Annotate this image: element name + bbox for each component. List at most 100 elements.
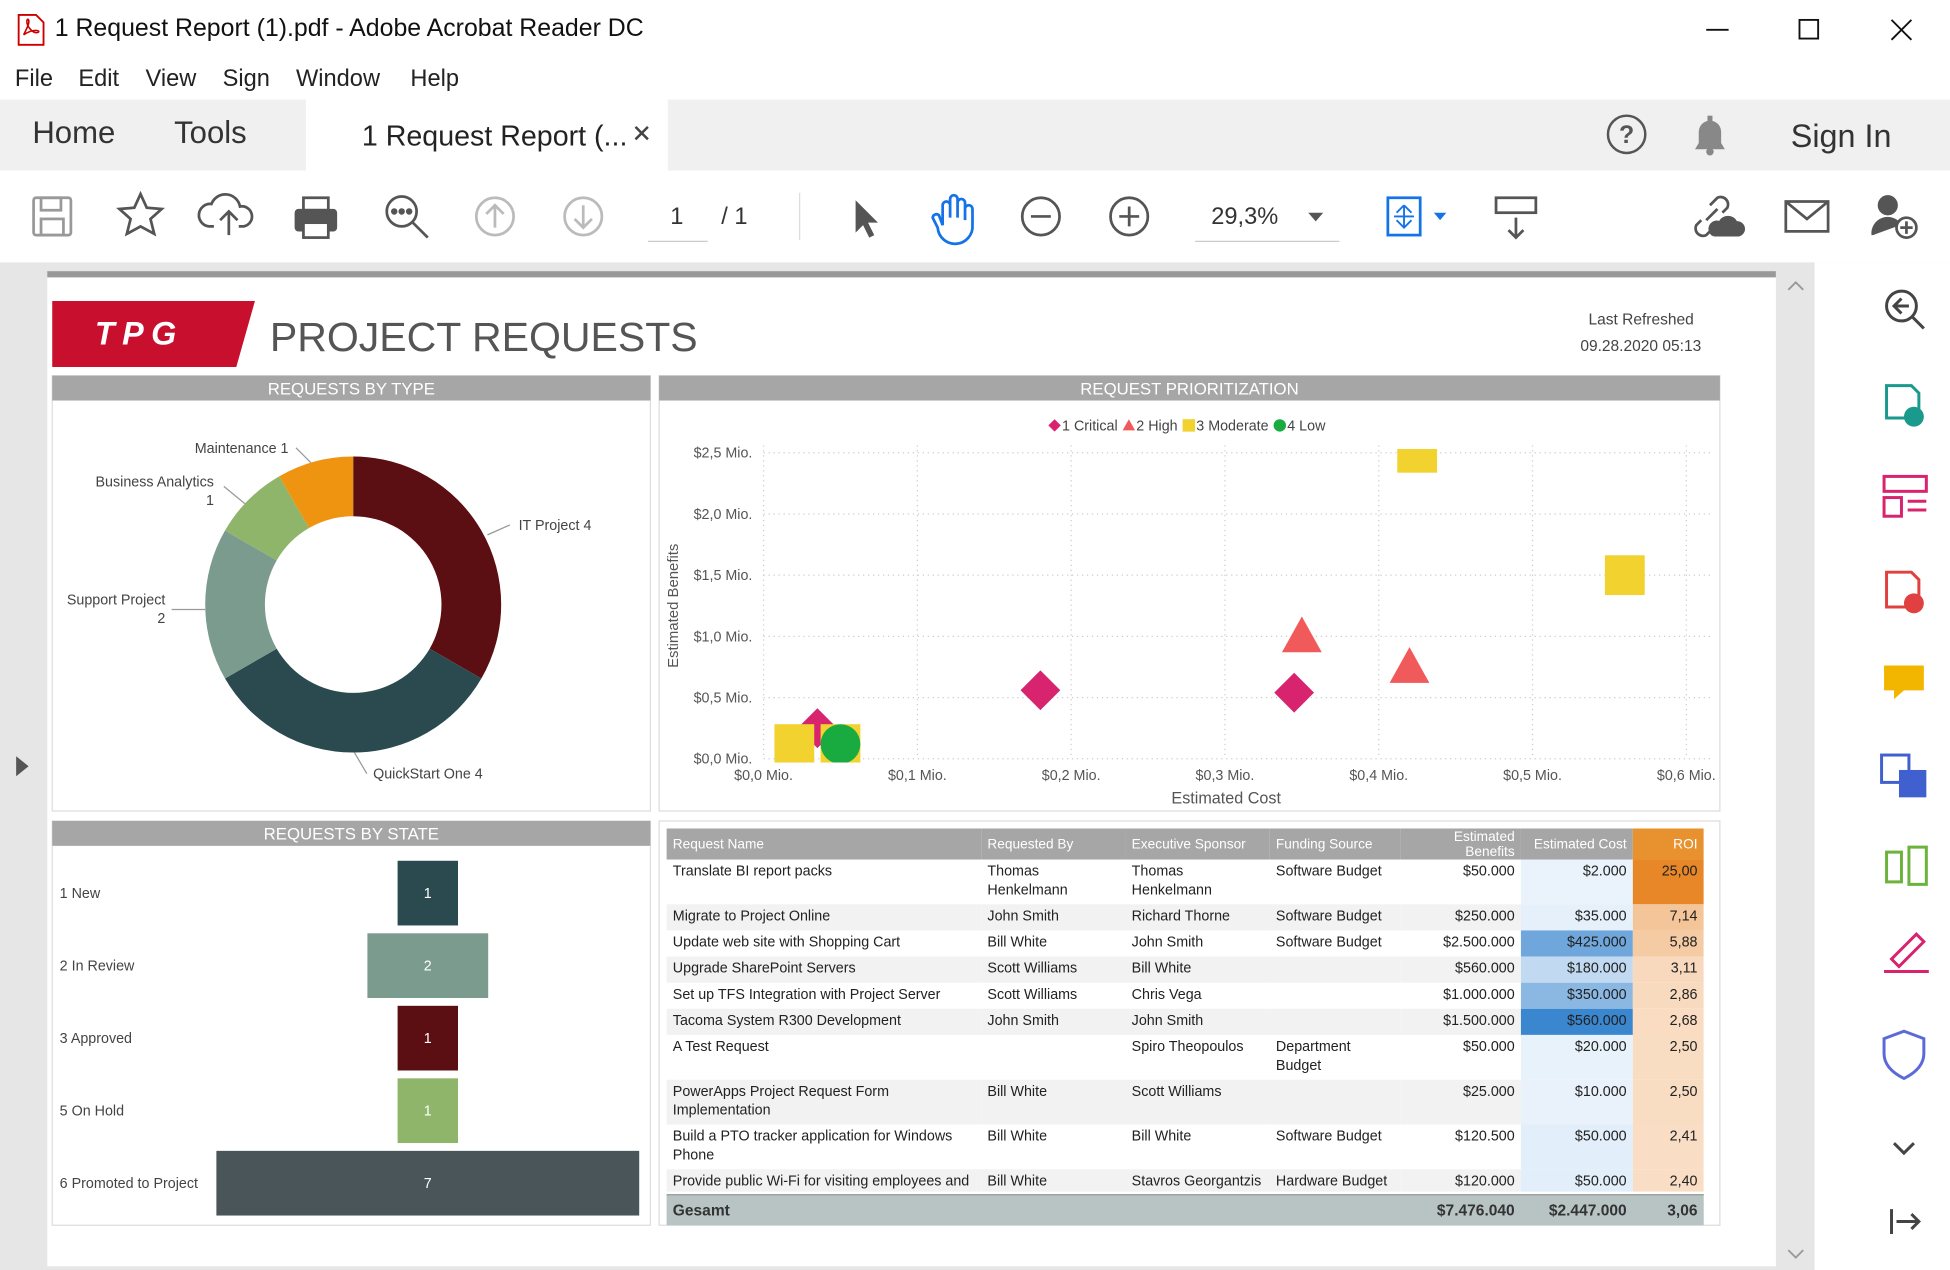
table-cell [1270,983,1401,1009]
table-cell: Department Budget [1275,1039,1351,1074]
toolbar-icons[interactable] [0,170,1950,262]
window-controls[interactable] [1691,10,1940,50]
table-cell: Provide public Wi-Fi for visiting employ… [666,1169,982,1192]
document-tab[interactable]: 1 Request Report (... [305,99,668,172]
table-cell: Software Budget [1269,904,1401,931]
left-panel-toggle[interactable] [12,754,32,779]
table-cell: Bill White [981,1169,1126,1192]
table-cell: Thomas Henkelmann [987,864,1068,899]
table-row: Migrate to Project Online John Smith Richa… [666,904,1704,931]
table-cell: $50.000 [1520,1124,1633,1170]
table-row: Set up TFS Integration with Project Serv… [667,982,1704,1009]
table-cell: $120.500 [1455,1129,1515,1145]
table-cell: 5,88 [1632,930,1704,957]
header-row: Request Name Requested By Executive Sponso… [666,828,1704,860]
table-cell: Stavros Georgantzis [1125,1169,1270,1192]
table-cell: $350.000 [1520,982,1633,1009]
column-header[interactable]: Requested By [981,828,1126,860]
pdf-icon [17,13,45,46]
table-cell: 2,50 [1632,1079,1704,1125]
total-cell: 3,06 [1667,1201,1698,1220]
page-total: / 1 [721,203,748,231]
table-cell: John Smith [981,904,1126,931]
table-cell: PowerApps Project Request Form Implement… [666,1079,982,1125]
table-cell: $180.000 [1520,956,1633,983]
column-header[interactable]: ROI [1632,828,1704,860]
table-cell: Scott Williams [981,956,1126,983]
table-cell [981,1035,1125,1080]
table-cell [1269,1008,1401,1035]
menu-item[interactable]: Window [295,65,381,93]
menu-item[interactable]: View [145,65,197,93]
table-row: Tacoma System R300 Development John Smith… [666,1008,1704,1035]
total-cell: Gesamt [672,1201,730,1220]
table-cell: $50.000 [1462,1039,1515,1055]
title-bar: 1 Request Report (1).pdf - Adobe Acrobat… [0,0,1950,58]
help-notify-icons[interactable]: ? [1604,112,1753,162]
menu-item[interactable]: Edit [78,65,120,93]
table-cell: Software Budget [1275,864,1382,880]
table-cell: $1.000.000 [1443,987,1515,1003]
table-cell: 2,40 [1632,1169,1704,1192]
table-cell: John Smith [981,1008,1126,1035]
column-header[interactable]: Estimated Cost [1520,828,1633,860]
table-cell: Software Budget [1275,935,1382,951]
table: Request Name Requested By Executive Sponso… [666,828,1704,1192]
table-cell: 2,41 [1632,1124,1704,1170]
table-cell: Migrate to Project Online [666,904,982,931]
menu-item[interactable]: File [14,65,54,93]
menu-item[interactable]: Help [410,65,459,93]
table-cell: Hardware Budget [1269,1169,1401,1192]
table-cell: John Smith [1125,1008,1270,1035]
table-cell: $10.000 [1520,1079,1633,1125]
column-header[interactable]: Funding Source [1269,828,1401,860]
table-cell: Bill White [1131,1129,1192,1145]
table-cell: A Test Request [672,1039,769,1055]
table-cell: Translate BI report packs [672,864,833,880]
zoom-level[interactable]: 29,3% [1211,203,1279,231]
table-cell: $1.500.000 [1400,1008,1521,1035]
table-cell: Scott Williams [1125,1079,1270,1125]
table-row: A Test Request Spiro Theopoulos Department… [667,1034,1704,1080]
table-cell: $50.000 [1462,864,1515,880]
table-cell: Thomas Henkelmann [1131,864,1212,899]
table-cell: $250.000 [1400,904,1521,931]
table-cell [1269,1079,1401,1125]
menu-item[interactable]: Sign [222,65,270,93]
tab-bar: Home Tools 1 Request Report (... ? Sign … [0,99,1950,172]
column-header[interactable]: Estimated Benefits [1400,828,1521,860]
svg-text:?: ? [1619,121,1634,149]
tool-icons[interactable] [1814,262,1950,1270]
window-title: 1 Request Report (1).pdf - Adobe Acrobat… [54,14,644,43]
table-cell: Spiro Theopoulos [1131,1039,1244,1055]
table-cell: $560.000 [1400,956,1521,983]
table-cell: Richard Thorne [1125,904,1270,931]
column-header[interactable]: Executive Sponsor [1125,828,1270,860]
home-tab[interactable]: Home [32,115,116,151]
table-cell: $2.000 [1520,859,1633,905]
table-cell: Bill White [987,1129,1048,1145]
sign-in[interactable]: Sign In [1790,116,1892,155]
table-cell: 2,50 [1632,1034,1704,1080]
table-row: Update web site with Shopping Cart Bill W… [667,930,1704,957]
table-cell: $35.000 [1520,904,1633,931]
total-row: Gesamt $7.476.040 $2.447.000 3,06 [666,1194,1704,1226]
table-cell: $560.000 [1520,1008,1633,1035]
table-row: Provide public Wi-Fi for visiting employ… [666,1169,1704,1192]
table-cell: Bill White [981,1079,1126,1125]
table-head: Request Name Requested By Executive Sponso… [666,828,1704,860]
table-cell: $120.000 [1400,1169,1521,1192]
table-cell: 7,14 [1632,904,1704,931]
column-header[interactable]: Request Name [666,828,982,860]
table-cell: Build a PTO tracker application for Wind… [672,1129,953,1164]
close-tab[interactable] [633,124,650,141]
table-cell: Set up TFS Integration with Project Serv… [672,987,941,1003]
table-cell: $50.000 [1520,1169,1633,1192]
table-cell: 2,86 [1632,982,1704,1009]
table-cell: 3,11 [1632,956,1704,983]
scrollbar[interactable] [1783,272,1808,1267]
table-cell: John Smith [1131,935,1204,951]
tools-tab[interactable]: Tools [174,115,247,151]
page-number[interactable]: 1 [670,203,684,231]
toolbar: 1 / 1 29,3% [0,170,1950,264]
